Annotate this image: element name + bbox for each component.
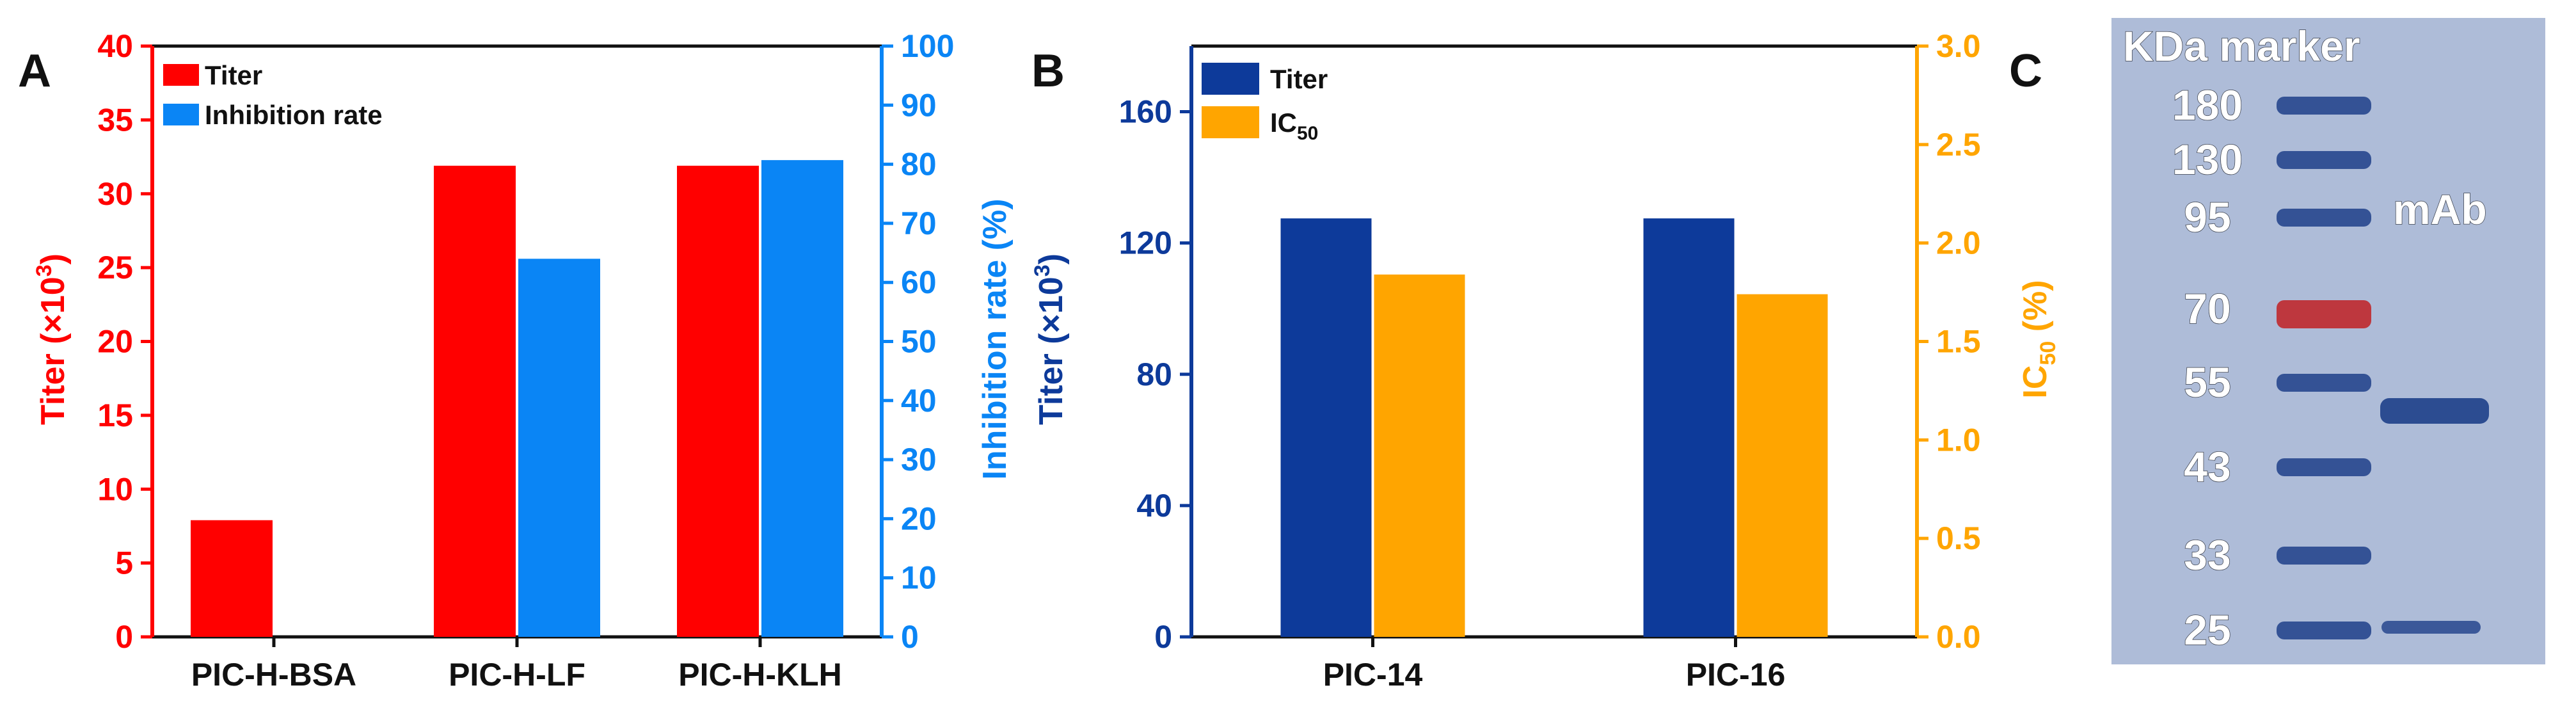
legend-label-titer-b: Titer	[1270, 64, 1328, 94]
gel-marker-band-130	[2277, 151, 2371, 169]
gel-marker-label-33: 33	[2184, 531, 2230, 579]
panel-a-right-axis-title: Inhibition rate (%)	[976, 198, 1014, 479]
panel-a-left-tick-label: 25	[97, 250, 133, 285]
panel-a-right-tick-label: 20	[901, 501, 937, 536]
panel-b-right-tick-label: 2.0	[1936, 225, 1981, 261]
panel-a-left-ticks: 0 5 10 15 20 25 30 35 40	[97, 28, 152, 655]
panel-a-left-axis-title: Titer (×103)	[32, 253, 72, 425]
panel-b-right-axis-title: IC50 (%)	[2017, 280, 2060, 398]
panel-a-right-tick-label: 90	[901, 87, 937, 123]
panel-a-left-tick-label: 40	[97, 28, 133, 64]
panel-a: A 0 5 10 15 20 25 30 35 40 0 10 20 30 40 50 60 70 80 90 10…	[18, 28, 1014, 693]
panel-b-left-axis-title: Titer (×103)	[1030, 253, 1070, 425]
panel-a-left-tick-label: 30	[97, 176, 133, 212]
panel-a-right-tick-label: 40	[901, 383, 937, 419]
gel-marker-band-180	[2277, 97, 2371, 115]
category-label-pic-h-lf: PIC-H-LF	[449, 657, 585, 693]
legend-label-inhibition-rate: Inhibition rate	[205, 100, 383, 130]
gel-lane-label-mab: mAb	[2393, 186, 2487, 233]
panel-a-right-tick-label: 70	[901, 205, 937, 241]
panel-b-legend: Titer IC50	[1202, 63, 1328, 144]
category-label-pic-h-klh: PIC-H-KLH	[678, 657, 842, 693]
panel-b-right-ticks: 0.0 0.5 1.0 1.5 2.0 2.5 3.0	[1917, 28, 1981, 655]
panel-a-right-ticks: 0 10 20 30 40 50 60 70 80 90 100	[882, 28, 954, 655]
panel-a-left-tick-label: 0	[115, 619, 133, 655]
panel-b-left-tick-label: 40	[1136, 488, 1172, 524]
category-label-pic-14: PIC-14	[1323, 657, 1423, 693]
category-label-pic-16: PIC-16	[1686, 657, 1786, 693]
gel-mab-band-heavy-chain	[2380, 398, 2489, 424]
panel-b-right-tick-label: 0.5	[1936, 520, 1981, 556]
panel-a-left-tick-label: 35	[97, 102, 133, 138]
panel-a-left-tick-label: 10	[97, 471, 133, 507]
legend-swatch-titer	[163, 64, 199, 86]
gel-marker-band-33	[2277, 547, 2371, 565]
legend-swatch-titer-b	[1202, 63, 1259, 95]
gel-marker-label-70: 70	[2184, 285, 2230, 332]
panel-b: B 0 40 80 120 160 0.0 0.5 1.0 1.5 2.0 2.5 3.0 PIC-…	[1030, 28, 2060, 693]
panel-c: C KDa marker mAb 180 130 95 70 55 43 33 25	[2009, 18, 2545, 664]
panel-b-right-tick-label: 1.0	[1936, 422, 1981, 458]
bar-titer-pic-h-lf	[434, 165, 516, 638]
panel-b-left-ticks: 0 40 80 120 160	[1119, 94, 1191, 655]
panel-label-b: B	[1031, 45, 1065, 97]
bar-titer-pic-h-klh	[677, 165, 759, 638]
panel-b-left-tick-label: 120	[1119, 225, 1172, 261]
panel-a-bars	[191, 160, 843, 638]
panel-a-left-tick-label: 15	[97, 397, 133, 433]
panel-b-right-tick-label: 0.0	[1936, 619, 1981, 655]
gel-marker-label-95: 95	[2184, 193, 2230, 241]
panel-b-right-tick-label: 3.0	[1936, 28, 1981, 64]
gel-mab-band-light-chain	[2381, 621, 2481, 634]
panel-a-right-tick-label: 60	[901, 264, 937, 300]
gel-mab-bands	[2380, 398, 2489, 634]
gel-marker-label-55: 55	[2184, 358, 2230, 406]
panel-b-left-tick-label: 80	[1136, 357, 1172, 392]
gel-marker-label-130: 130	[2172, 136, 2243, 183]
panel-label-a: A	[18, 45, 51, 97]
bar-ic50-pic-16	[1737, 294, 1828, 637]
panel-a-right-tick-label: 30	[901, 442, 937, 477]
gel-marker-band-70	[2277, 300, 2371, 328]
panel-a-left-tick-label: 20	[97, 324, 133, 360]
legend-label-titer: Titer	[205, 60, 262, 90]
gel-marker-band-55	[2277, 374, 2371, 392]
panel-b-right-tick-label: 1.5	[1936, 324, 1981, 360]
gel-marker-band-95	[2277, 209, 2371, 227]
panel-a-categories: PIC-H-BSA PIC-H-LF PIC-H-KLH	[191, 637, 842, 693]
panel-b-left-tick-label: 160	[1119, 94, 1172, 130]
gel-marker-labels: 180 130 95 70 55 43 33 25	[2172, 81, 2243, 654]
bar-inhibition-rate-pic-h-lf	[518, 259, 600, 637]
legend-swatch-ic50	[1202, 106, 1259, 138]
panel-b-categories: PIC-14 PIC-16	[1323, 637, 1786, 693]
bar-titer-pic-14	[1280, 218, 1372, 637]
panel-b-right-tick-label: 2.5	[1936, 127, 1981, 163]
gel-marker-band-43	[2277, 458, 2371, 476]
gel-marker-bands	[2277, 97, 2371, 639]
panel-a-right-tick-label: 100	[901, 28, 954, 64]
gel-marker-label-25: 25	[2184, 606, 2230, 654]
gel-marker-label-180: 180	[2172, 81, 2243, 129]
panel-label-c: C	[2009, 45, 2042, 97]
legend-label-ic50: IC50	[1270, 108, 1318, 144]
panel-a-right-tick-label: 50	[901, 324, 937, 360]
legend-swatch-inhibition-rate	[163, 104, 199, 125]
panel-b-left-tick-label: 0	[1154, 619, 1172, 655]
bar-inhibition-rate-pic-h-klh	[761, 160, 843, 637]
category-label-pic-h-bsa: PIC-H-BSA	[191, 657, 356, 693]
bar-ic50-pic-14	[1374, 274, 1465, 638]
panel-a-right-tick-label: 80	[901, 147, 937, 182]
bar-titer-pic-16	[1643, 218, 1735, 637]
bar-titer-pic-h-bsa	[191, 520, 273, 637]
gel-header: KDa marker	[2123, 22, 2360, 70]
panel-a-legend: Titer Inhibition rate	[163, 60, 383, 130]
gel-marker-label-43: 43	[2184, 443, 2230, 490]
panel-a-left-tick-label: 5	[115, 545, 133, 581]
panel-a-right-tick-label: 10	[901, 560, 937, 596]
gel-marker-band-25	[2277, 622, 2371, 639]
panel-a-right-tick-label: 0	[901, 619, 919, 655]
panel-b-bars	[1280, 218, 1828, 638]
